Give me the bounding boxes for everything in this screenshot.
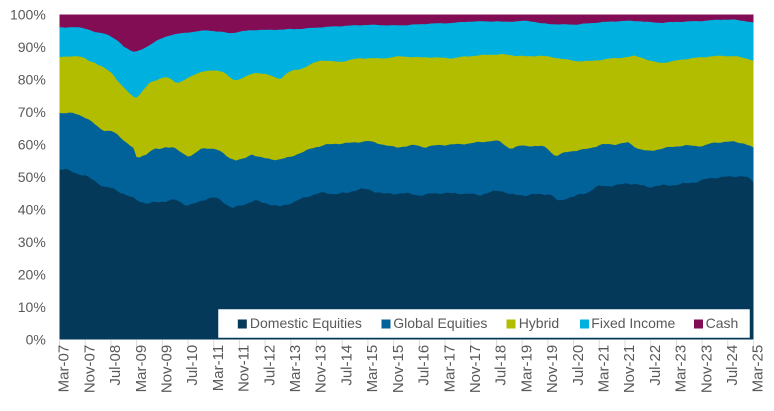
svg-text:Mar-19: Mar-19 (518, 345, 535, 393)
svg-text:Mar-17: Mar-17 (441, 345, 458, 393)
svg-text:30%: 30% (18, 234, 46, 250)
svg-text:Nov-11: Nov-11 (236, 345, 253, 392)
svg-text:Jul-14: Jul-14 (338, 345, 355, 386)
svg-text:Nov-09: Nov-09 (159, 345, 176, 393)
svg-text:Nov-19: Nov-19 (544, 345, 561, 393)
svg-text:80%: 80% (18, 72, 46, 88)
svg-text:Jul-08: Jul-08 (107, 345, 124, 386)
svg-text:40%: 40% (18, 202, 46, 218)
svg-text:Nov-07: Nov-07 (81, 345, 98, 393)
svg-text:Hybrid: Hybrid (519, 315, 559, 331)
svg-text:100%: 100% (10, 7, 46, 23)
svg-text:Mar-21: Mar-21 (595, 345, 612, 393)
svg-text:Mar-23: Mar-23 (673, 345, 690, 393)
svg-text:Mar-09: Mar-09 (133, 345, 150, 393)
svg-text:10%: 10% (18, 299, 46, 315)
svg-text:Nov-17: Nov-17 (467, 345, 484, 393)
svg-text:Mar-25: Mar-25 (750, 345, 767, 393)
svg-text:Jul-22: Jul-22 (647, 345, 664, 386)
svg-text:Domestic Equities: Domestic Equities (250, 315, 362, 331)
svg-text:Fixed Income: Fixed Income (591, 315, 675, 331)
svg-text:Nov-13: Nov-13 (313, 345, 330, 393)
svg-text:20%: 20% (18, 267, 46, 283)
svg-text:Cash: Cash (706, 315, 739, 331)
svg-text:Nov-15: Nov-15 (390, 345, 407, 393)
svg-text:Global Equities: Global Equities (393, 315, 487, 331)
svg-text:Jul-12: Jul-12 (261, 345, 278, 386)
svg-text:0%: 0% (26, 332, 46, 348)
svg-text:Jul-10: Jul-10 (184, 345, 201, 386)
svg-text:Jul-16: Jul-16 (416, 345, 433, 386)
svg-text:Nov-23: Nov-23 (698, 345, 715, 393)
svg-text:Mar-15: Mar-15 (364, 345, 381, 393)
svg-text:Jul-24: Jul-24 (724, 345, 741, 386)
svg-text:70%: 70% (18, 104, 46, 120)
svg-text:Jul-20: Jul-20 (570, 345, 587, 386)
svg-text:50%: 50% (18, 169, 46, 185)
svg-text:90%: 90% (18, 39, 46, 55)
svg-text:Nov-21: Nov-21 (621, 345, 638, 393)
svg-text:Mar-11: Mar-11 (210, 345, 227, 391)
svg-text:Jul-18: Jul-18 (493, 345, 510, 386)
svg-text:Mar-13: Mar-13 (287, 345, 304, 393)
svg-text:60%: 60% (18, 137, 46, 153)
svg-text:Mar-07: Mar-07 (56, 345, 73, 393)
